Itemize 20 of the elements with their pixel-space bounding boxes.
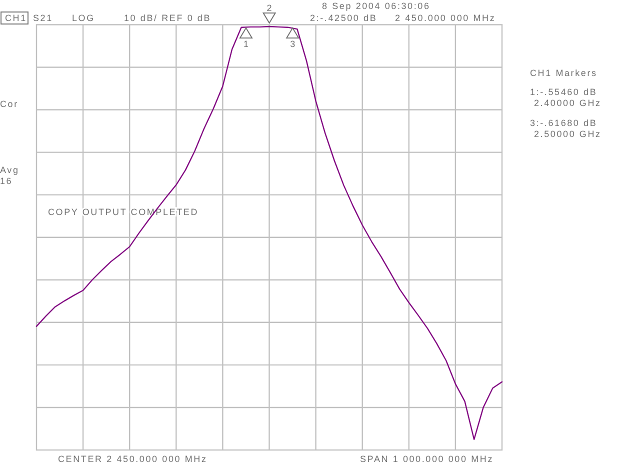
text: 2 450.000 000 MHz	[395, 13, 496, 23]
text: CH1 Markers	[530, 68, 598, 78]
text: CENTER 2 450.000 000 MHz	[58, 454, 208, 464]
text: 2:-.42500 dB	[310, 13, 378, 23]
text: CH1	[5, 13, 27, 23]
text: 16	[0, 176, 13, 186]
text: 2	[266, 3, 272, 13]
text: LOG	[72, 13, 95, 23]
text: 8 Sep 2004 06:30:06	[322, 1, 430, 11]
text: 2.50000 GHz	[534, 129, 602, 139]
text: 2.40000 GHz	[534, 98, 602, 108]
text: Cor	[0, 99, 18, 109]
text: Avg	[0, 165, 20, 175]
text: 3:-.61680 dB	[530, 118, 598, 128]
text: SPAN 1 000.000 000 MHz	[360, 454, 494, 464]
annotation: 1	[243, 39, 249, 49]
text: 10 dB/ REF 0 dB	[124, 13, 212, 23]
annotation: 3	[290, 39, 296, 49]
text: 1:-.55460 dB	[530, 87, 598, 97]
text: S21	[33, 13, 53, 23]
